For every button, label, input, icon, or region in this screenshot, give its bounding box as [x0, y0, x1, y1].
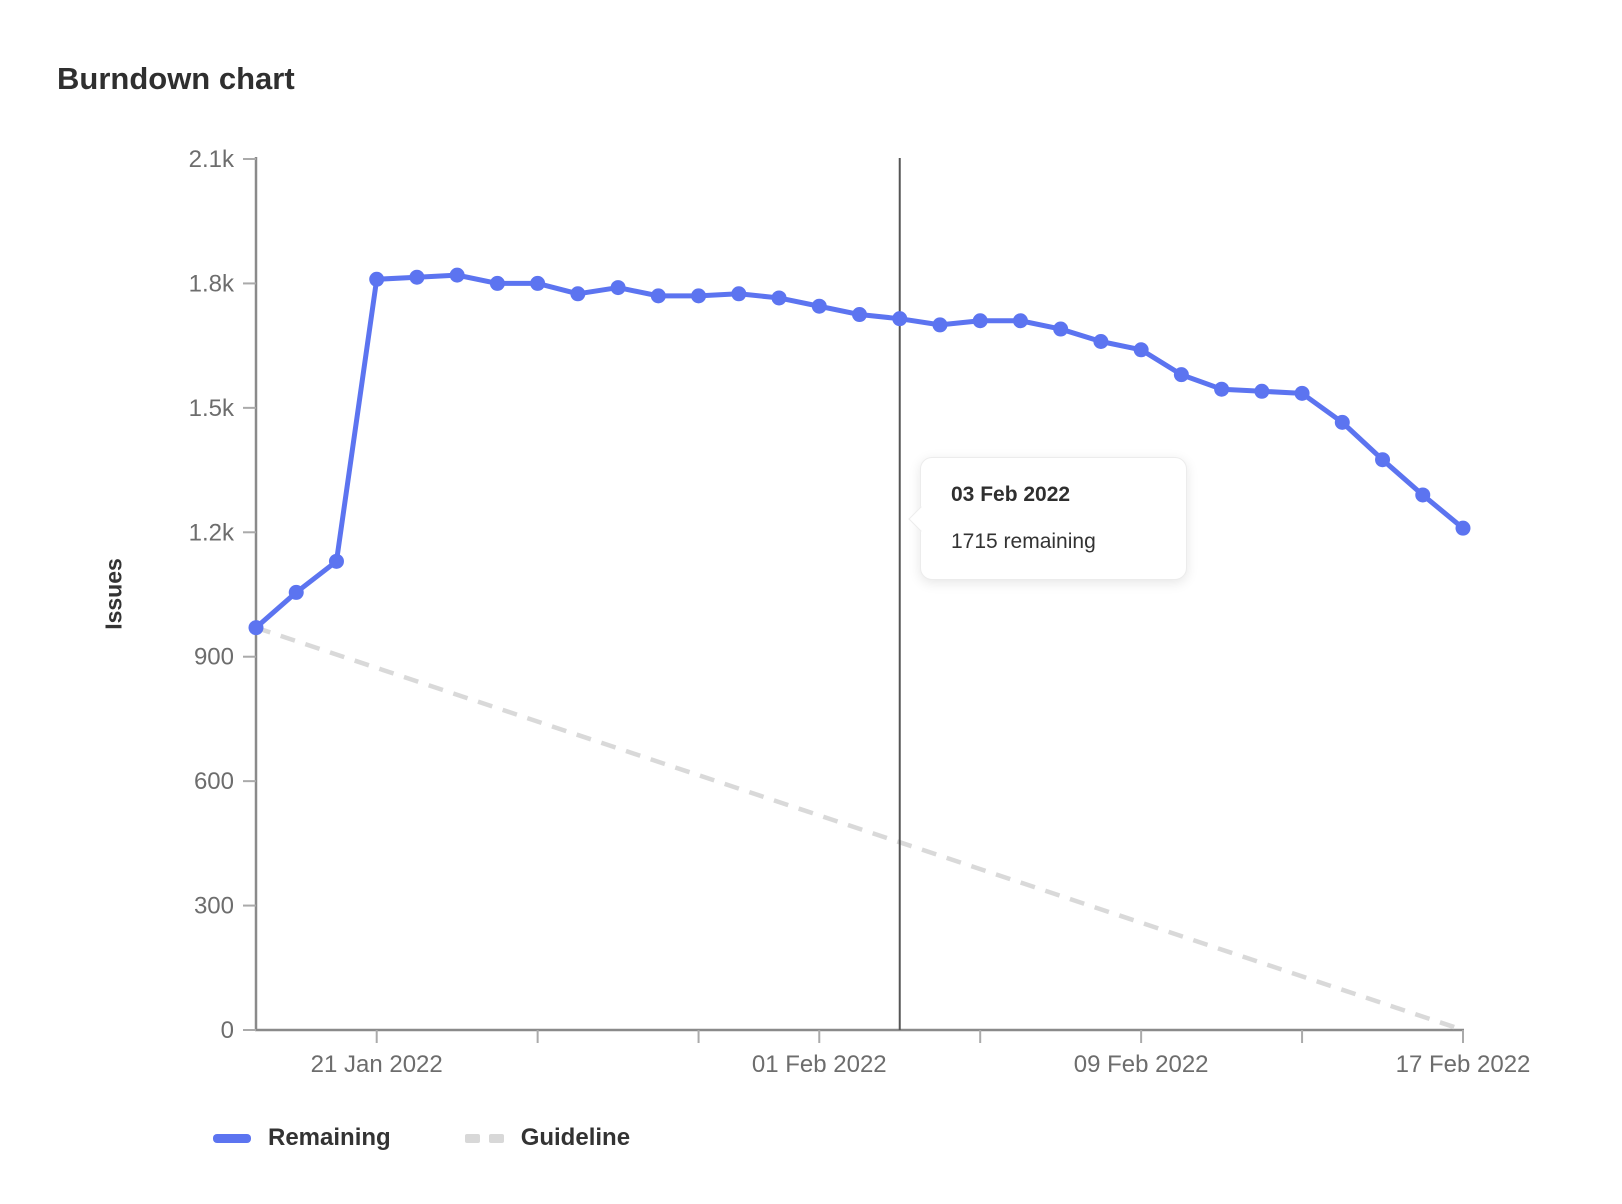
data-point[interactable]	[530, 275, 546, 291]
y-tick-label: 1.2k	[189, 519, 235, 546]
x-tick-label: 01 Feb 2022	[752, 1051, 887, 1078]
data-point[interactable]	[1294, 385, 1310, 401]
guideline-swatch-icon	[464, 1133, 504, 1143]
y-axis-title: Issues	[100, 558, 127, 630]
data-point[interactable]	[248, 620, 264, 636]
data-point[interactable]	[771, 290, 787, 306]
y-tick-label: 300	[194, 893, 234, 920]
data-point[interactable]	[1455, 520, 1471, 536]
data-point[interactable]	[1133, 342, 1149, 358]
data-point[interactable]	[1214, 381, 1230, 397]
remaining-swatch-icon	[213, 1133, 251, 1143]
data-point[interactable]	[489, 275, 505, 291]
guideline-dash	[464, 1133, 480, 1143]
tooltip: 03 Feb 2022 1715 remaining	[908, 457, 1187, 580]
data-point[interactable]	[1173, 367, 1189, 383]
y-tick-label: 1.5k	[189, 395, 235, 422]
y-tick-label: 600	[194, 768, 234, 795]
data-point[interactable]	[1375, 452, 1391, 468]
y-tick-label: 1.8k	[189, 270, 235, 297]
data-point[interactable]	[409, 269, 425, 285]
data-point[interactable]	[1093, 333, 1109, 349]
data-point[interactable]	[610, 280, 626, 296]
data-point[interactable]	[932, 317, 948, 333]
data-point[interactable]	[369, 271, 385, 287]
legend-label-guideline: Guideline	[520, 1124, 631, 1151]
data-point[interactable]	[650, 288, 666, 304]
data-point[interactable]	[852, 307, 867, 323]
data-point[interactable]	[972, 313, 988, 329]
remaining-line	[253, 272, 1466, 631]
x-tick-label: 17 Feb 2022	[1396, 1051, 1531, 1078]
y-tick-label: 900	[194, 644, 234, 671]
legend: Remaining Guideline	[213, 1124, 630, 1152]
data-point[interactable]	[449, 267, 465, 283]
data-point[interactable]	[892, 311, 908, 327]
data-point[interactable]	[1334, 414, 1350, 430]
data-point[interactable]	[570, 286, 586, 302]
x-tick-label: 09 Feb 2022	[1074, 1051, 1209, 1078]
tooltip-remaining-value: 1715 remaining	[951, 530, 1096, 553]
tooltip-date: 03 Feb 2022	[951, 483, 1071, 506]
y-tick-label: 2.1k	[189, 146, 235, 173]
guideline-dash	[488, 1133, 504, 1143]
data-point[interactable]	[731, 286, 747, 302]
data-point[interactable]	[1053, 321, 1069, 337]
data-point[interactable]	[1012, 313, 1028, 329]
legend-item-remaining[interactable]: Remaining	[213, 1124, 391, 1152]
data-point[interactable]	[811, 298, 827, 314]
data-point[interactable]	[288, 584, 304, 600]
data-point[interactable]	[1254, 383, 1270, 399]
x-tick-label: 21 Jan 2022	[311, 1051, 443, 1078]
data-point[interactable]	[691, 288, 707, 304]
y-tick-label: 0	[221, 1017, 234, 1044]
page-title: Burndown chart	[57, 60, 295, 96]
data-point[interactable]	[1415, 487, 1431, 503]
legend-item-guideline[interactable]: Guideline	[464, 1124, 631, 1152]
legend-label-remaining: Remaining	[268, 1124, 391, 1151]
data-point[interactable]	[328, 553, 344, 569]
guideline-line	[255, 625, 1464, 1033]
